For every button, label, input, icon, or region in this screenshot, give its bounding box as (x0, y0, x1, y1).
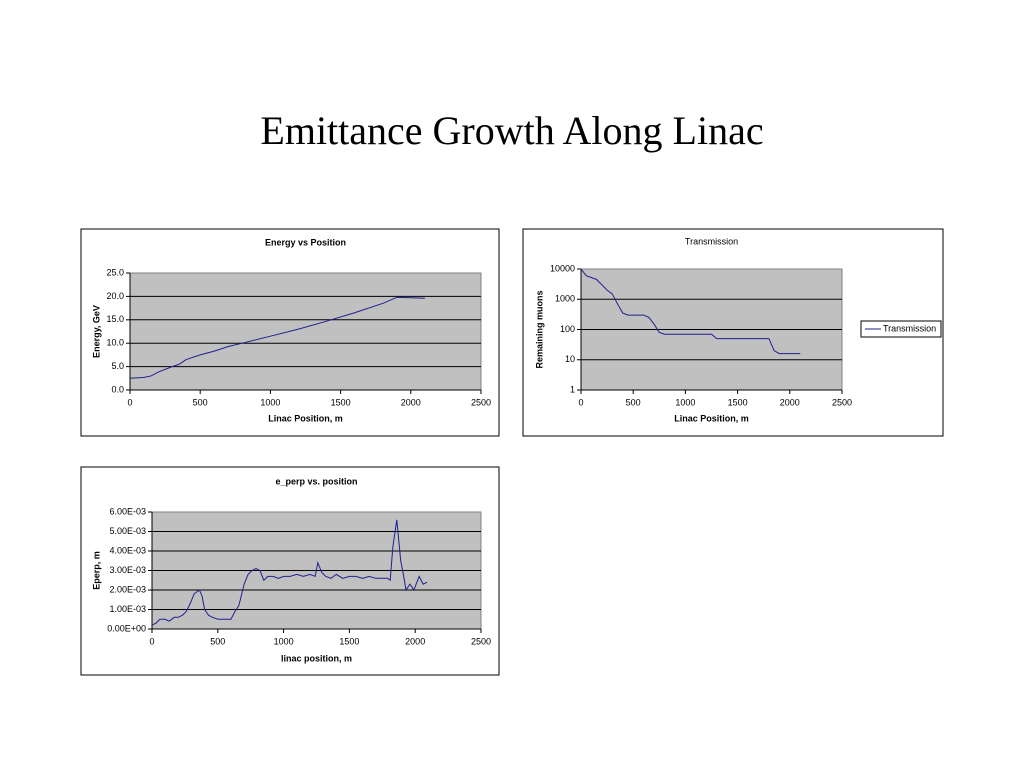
x-tick-label: 1000 (675, 397, 695, 407)
y-tick-label: 15.0 (106, 314, 124, 324)
x-tick-label: 0 (127, 397, 132, 407)
x-tick-label: 500 (193, 397, 208, 407)
y-tick-label: 10000 (550, 263, 575, 273)
plot-area (129, 272, 482, 391)
data-line (151, 519, 428, 626)
y-tick-label: 20.0 (106, 291, 124, 301)
x-axis-label: Linac Position, m (268, 413, 343, 423)
chart-title: e_perp vs. position (275, 476, 357, 486)
x-tick-label: 2500 (471, 397, 491, 407)
x-tick-label: 2000 (401, 397, 421, 407)
y-tick-label: 1000 (555, 294, 575, 304)
y-tick-label: 25.0 (106, 267, 124, 277)
x-tick-label: 1000 (260, 397, 280, 407)
x-tick-label: 1500 (728, 397, 748, 407)
chart-title: Energy vs Position (265, 237, 346, 247)
y-tick-label: 5.00E-03 (109, 526, 146, 536)
slide-title: Emittance Growth Along Linac (260, 108, 763, 153)
chart-title: Transmission (685, 236, 738, 246)
x-tick-label: 1500 (331, 397, 351, 407)
x-tick-label: 500 (210, 636, 225, 646)
y-tick-label: 5.0 (111, 361, 124, 371)
y-tick-label: 1 (570, 384, 575, 394)
data-line (580, 268, 801, 355)
y-tick-label: 3.00E-03 (109, 565, 146, 575)
data-line (129, 296, 425, 379)
legend-label: Transmission (883, 323, 936, 333)
x-tick-label: 500 (626, 397, 641, 407)
y-tick-label: 10.0 (106, 338, 124, 348)
x-tick-label: 1000 (274, 636, 294, 646)
x-tick-label: 0 (578, 397, 583, 407)
y-tick-label: 2.00E-03 (109, 584, 146, 594)
y-axis-label: Energy, GeV (91, 305, 101, 358)
x-tick-label: 1500 (339, 636, 359, 646)
y-axis-label: Eperp, m (91, 551, 101, 590)
legend-box (860, 320, 942, 338)
y-tick-label: 1.00E-03 (109, 604, 146, 614)
x-tick-label: 2500 (832, 397, 852, 407)
x-tick-label: 2500 (471, 636, 491, 646)
y-tick-label: 100 (560, 324, 575, 334)
y-tick-label: 4.00E-03 (109, 545, 146, 555)
y-tick-label: 0.0 (111, 384, 124, 394)
x-tick-label: 2000 (780, 397, 800, 407)
x-tick-label: 2000 (405, 636, 425, 646)
y-axis-label: Remaining muons (534, 290, 544, 368)
x-tick-label: 0 (149, 636, 154, 646)
y-tick-label: 10 (565, 354, 575, 364)
x-axis-label: linac position, m (281, 653, 352, 663)
y-tick-label: 0.00E+00 (107, 623, 146, 633)
y-tick-label: 6.00E-03 (109, 506, 146, 516)
x-axis-label: Linac Position, m (674, 413, 749, 423)
